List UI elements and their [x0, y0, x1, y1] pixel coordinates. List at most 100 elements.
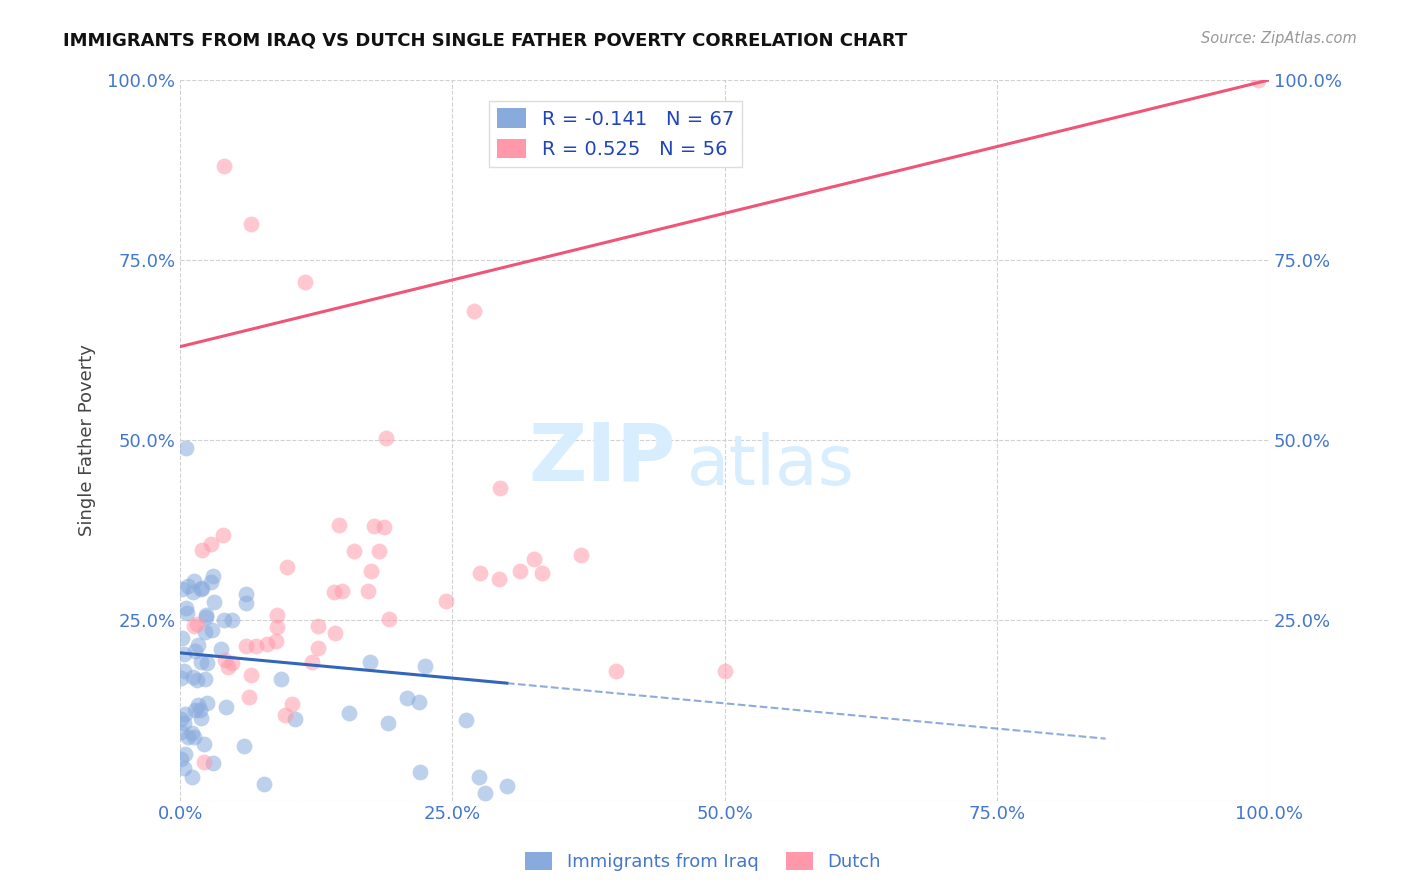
Point [209, 642, 232, 657]
Point [194, 610, 217, 624]
Point [173, 664, 195, 678]
Point [215, 699, 238, 714]
Point [190, 655, 212, 669]
Point [266, 620, 288, 634]
Legend: R = -0.141   N = 67, R = 0.525   N = 56: R = -0.141 N = 67, R = 0.525 N = 56 [489, 101, 742, 167]
Point [194, 624, 217, 639]
Point [201, 624, 224, 638]
Point [181, 770, 204, 784]
Point [530, 566, 553, 580]
Point [186, 673, 208, 688]
Point [194, 607, 217, 622]
Point [330, 583, 353, 598]
Point [170, 712, 193, 726]
Point [212, 528, 235, 542]
Point [307, 619, 329, 633]
Point [176, 578, 198, 592]
Point [187, 698, 209, 712]
Point [368, 544, 391, 558]
Point [212, 160, 235, 174]
Point [456, 713, 478, 727]
Point [253, 776, 276, 790]
Point [360, 565, 382, 579]
Point [374, 431, 396, 445]
Point [264, 633, 287, 648]
Point [467, 770, 489, 784]
Point [509, 564, 531, 578]
Point [221, 657, 243, 671]
Point [194, 672, 217, 686]
Point [357, 583, 380, 598]
Point [186, 616, 208, 631]
Point [274, 708, 297, 723]
Point [488, 572, 510, 586]
Point [276, 560, 298, 574]
Point [214, 653, 236, 667]
Point [173, 760, 195, 774]
Point [395, 690, 418, 705]
Text: atlas: atlas [686, 432, 855, 499]
Point [190, 703, 212, 717]
Point [238, 690, 260, 704]
Point [181, 585, 204, 599]
Point [256, 637, 278, 651]
Point [170, 752, 193, 766]
Point [183, 574, 205, 588]
Point [343, 543, 366, 558]
Point [470, 566, 492, 581]
Point [174, 706, 197, 721]
Point [280, 697, 302, 711]
Point [170, 724, 193, 739]
Point [323, 626, 346, 640]
Point [363, 519, 385, 533]
Point [337, 706, 360, 720]
Point [377, 612, 399, 626]
Point [463, 303, 485, 318]
Point [233, 739, 256, 753]
Legend: Immigrants from Iraq, Dutch: Immigrants from Iraq, Dutch [517, 845, 889, 879]
Point [202, 595, 225, 609]
Point [294, 275, 316, 289]
Point [408, 695, 430, 709]
Point [409, 764, 432, 779]
Point [413, 659, 436, 673]
Point [180, 726, 202, 740]
Point [235, 587, 257, 601]
Point [605, 664, 627, 678]
Point [495, 779, 517, 793]
Text: ZIP: ZIP [529, 419, 676, 498]
Point [184, 643, 207, 657]
Point [191, 543, 214, 558]
Point [172, 582, 194, 597]
Point [270, 672, 292, 686]
Point [307, 640, 329, 655]
Y-axis label: Single Father Poverty: Single Father Poverty [79, 344, 96, 536]
Point [187, 639, 209, 653]
Point [183, 730, 205, 744]
Point [217, 660, 239, 674]
Point [172, 631, 194, 645]
Point [176, 607, 198, 621]
Point [190, 711, 212, 725]
Point [184, 703, 207, 717]
Point [170, 672, 193, 686]
Point [235, 596, 257, 610]
Point [181, 670, 204, 684]
Point [434, 594, 457, 608]
Point [173, 648, 195, 662]
Point [235, 640, 257, 654]
Point [474, 786, 496, 800]
Point [373, 519, 395, 533]
Text: IMMIGRANTS FROM IRAQ VS DUTCH SINGLE FATHER POVERTY CORRELATION CHART: IMMIGRANTS FROM IRAQ VS DUTCH SINGLE FAT… [63, 31, 907, 49]
Point [195, 657, 218, 671]
Point [173, 747, 195, 761]
Point [245, 639, 267, 653]
Point [195, 696, 218, 710]
Point [174, 600, 197, 615]
Point [323, 585, 346, 599]
Point [201, 756, 224, 770]
Point [191, 582, 214, 596]
Point [359, 655, 381, 669]
Point [214, 613, 236, 627]
Point [713, 664, 735, 678]
